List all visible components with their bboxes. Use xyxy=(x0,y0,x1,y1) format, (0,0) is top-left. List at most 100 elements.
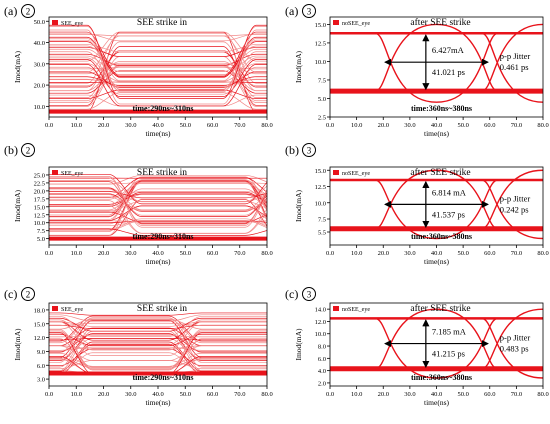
trace xyxy=(49,41,267,92)
x-tick-label: 10.0 xyxy=(71,122,82,129)
trace-group xyxy=(49,312,267,376)
circled-marker xyxy=(302,143,316,157)
x-tick-label: 30.0 xyxy=(404,391,415,398)
legend-label: SEE_eye xyxy=(61,307,83,313)
y-tick-label: 20.0 xyxy=(34,188,45,195)
x-tick-label: 20.0 xyxy=(98,250,109,257)
trace xyxy=(49,321,267,341)
amplitude-label: 7.185 mA xyxy=(432,327,467,337)
marker-number: 3 xyxy=(307,146,312,156)
y-axis-label: Imod(mA) xyxy=(13,50,22,83)
x-tick-label: 40.0 xyxy=(152,122,163,129)
marker-number: 2 xyxy=(26,7,31,17)
circled-marker xyxy=(302,4,316,18)
trace xyxy=(49,187,267,217)
y-tick-label: 12.5 xyxy=(315,40,326,47)
x-tick-label: 80.0 xyxy=(261,250,272,257)
trace xyxy=(49,66,267,95)
trace xyxy=(49,199,267,236)
y-axis-label: Imod(mA) xyxy=(13,189,22,222)
y-axis-label: Imod(mA) xyxy=(13,328,22,361)
trace xyxy=(49,316,267,337)
x-tick-label: 60.0 xyxy=(207,391,218,398)
panel-label: (c) xyxy=(285,287,298,301)
panel-label: (b) xyxy=(285,143,299,157)
y-tick-label: 10.0 xyxy=(315,331,326,338)
trace xyxy=(49,48,267,73)
x-tick-label: 50.0 xyxy=(180,250,191,257)
chart-title: SEE strike in xyxy=(137,168,187,178)
x-tick-label: 60.0 xyxy=(484,122,495,129)
eye-diagram-panel: (a) 2 SEE_eye SEE strike in 0.0 10.0 20.0 30.0 4… xyxy=(4,4,273,138)
trace xyxy=(49,339,267,368)
y-tick-label: 30.0 xyxy=(34,61,45,68)
rising-eye-trace xyxy=(375,23,498,92)
chart-title: after SEE strike xyxy=(410,167,470,178)
x-tick-label: 50.0 xyxy=(180,122,191,129)
y-tick-label: 10.0 xyxy=(34,104,45,111)
x-tick-label: 10.0 xyxy=(71,250,82,257)
y-tick-label: 7.5 xyxy=(318,217,326,224)
trace xyxy=(49,63,267,82)
trace xyxy=(49,319,267,346)
jitter-value: 0.483 ps xyxy=(500,344,529,354)
x-tick-label: 50.0 xyxy=(457,250,468,257)
x-tick-label: 0.0 xyxy=(45,391,53,398)
x-tick-label: 0.0 xyxy=(326,250,334,257)
x-tick-label: 70.0 xyxy=(511,391,522,398)
x-tick-label: 60.0 xyxy=(207,122,218,129)
trace xyxy=(49,31,267,77)
trace-group xyxy=(330,169,543,240)
circled-marker xyxy=(21,287,35,301)
amplitude-label: 6.814 mA xyxy=(432,187,467,197)
chart-title: SEE strike in xyxy=(137,304,187,314)
x-axis-label: time(ns) xyxy=(146,129,171,138)
trace xyxy=(49,228,267,236)
y-tick-label: 15.0 xyxy=(315,22,326,29)
x-tick-label: 60.0 xyxy=(207,250,218,257)
trace xyxy=(49,318,267,330)
falling-eye-trace xyxy=(375,32,498,103)
x-tick-label: 50.0 xyxy=(180,391,191,398)
legend-swatch xyxy=(333,20,339,25)
y-tick-label: 6.0 xyxy=(318,356,326,363)
y-tick-label: 3.0 xyxy=(37,377,45,384)
x-tick-label: 80.0 xyxy=(537,250,548,257)
y-tick-label: 15.0 xyxy=(315,168,326,175)
trace xyxy=(49,180,267,228)
trace xyxy=(49,62,267,75)
panel-label: (c) xyxy=(4,287,17,301)
y-tick-label: 25.0 xyxy=(34,172,45,179)
trace xyxy=(49,59,267,97)
trace xyxy=(49,337,267,341)
trace xyxy=(49,36,267,78)
amplitude-label: 6.427mA xyxy=(432,45,465,55)
x-axis-label: time(ns) xyxy=(146,257,171,266)
trace xyxy=(49,321,267,327)
falling-eye-trace xyxy=(481,317,543,379)
legend-label: SEE_eye xyxy=(61,21,83,27)
trace xyxy=(49,51,267,92)
legend-swatch xyxy=(52,170,58,175)
trace-group xyxy=(330,23,543,103)
y-tick-label: 22.5 xyxy=(34,180,45,187)
y-tick-label: 10.0 xyxy=(34,220,45,227)
y-tick-label: 7.5 xyxy=(318,77,326,84)
circled-marker xyxy=(21,4,35,18)
x-tick-label: 80.0 xyxy=(537,122,548,129)
x-tick-label: 20.0 xyxy=(98,122,109,129)
trace xyxy=(49,220,267,231)
y-tick-label: 5.0 xyxy=(318,96,326,103)
marker-number: 2 xyxy=(26,146,31,156)
panel-label: (a) xyxy=(4,4,17,18)
trace xyxy=(49,333,267,353)
y-tick-label: 18.0 xyxy=(34,307,45,314)
time-window-label: time:360ns~380ns xyxy=(411,232,472,241)
trace xyxy=(49,190,267,202)
trace xyxy=(49,188,267,216)
chart-title: after SEE strike xyxy=(410,17,470,28)
trace xyxy=(49,38,267,82)
x-tick-label: 70.0 xyxy=(511,250,522,257)
